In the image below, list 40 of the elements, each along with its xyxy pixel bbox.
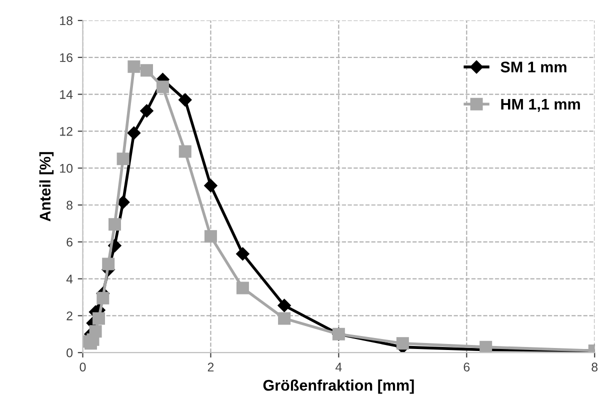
y-tick-label: 4 xyxy=(66,274,73,284)
y-tick-label: 12 xyxy=(60,127,72,136)
y-axis-title: Anteil [%] xyxy=(39,152,54,222)
y-tick-label: 8 xyxy=(66,200,72,210)
x-tick-label: 4 xyxy=(335,362,342,372)
x-tick-label: 6 xyxy=(464,362,470,372)
point xyxy=(128,60,140,73)
y-tick-label: 10 xyxy=(60,164,73,173)
y-tick-label: 18 xyxy=(60,16,72,26)
point xyxy=(127,126,141,140)
x-tick-label: 2 xyxy=(208,362,214,372)
point xyxy=(278,312,291,325)
point xyxy=(178,145,192,158)
y-tick-label: 16 xyxy=(60,53,72,62)
point xyxy=(116,196,130,209)
point xyxy=(108,218,121,231)
y-tick-label: 2 xyxy=(66,312,72,320)
point xyxy=(92,312,105,325)
point xyxy=(156,80,169,94)
y-tick-label: 14 xyxy=(60,90,73,99)
y-tick-label: 0 xyxy=(66,348,73,358)
point xyxy=(96,292,110,304)
x-axis-title: Größenfraktion [mm] xyxy=(263,380,414,394)
y-tick-label: 6 xyxy=(66,238,72,247)
x-tick-label: 8 xyxy=(592,362,598,372)
point xyxy=(89,325,102,338)
legend-label: HM 1,1 mm xyxy=(501,98,580,112)
point xyxy=(204,230,217,243)
point xyxy=(236,282,249,294)
point xyxy=(396,337,409,350)
point xyxy=(140,104,154,118)
legend-label: SM 1 mm xyxy=(500,62,566,72)
point xyxy=(102,258,115,270)
point xyxy=(116,152,130,166)
point xyxy=(204,179,218,192)
point xyxy=(278,298,291,312)
point xyxy=(140,64,153,77)
x-tick-label: 0 xyxy=(80,362,86,372)
point xyxy=(236,247,250,260)
point xyxy=(178,93,192,106)
